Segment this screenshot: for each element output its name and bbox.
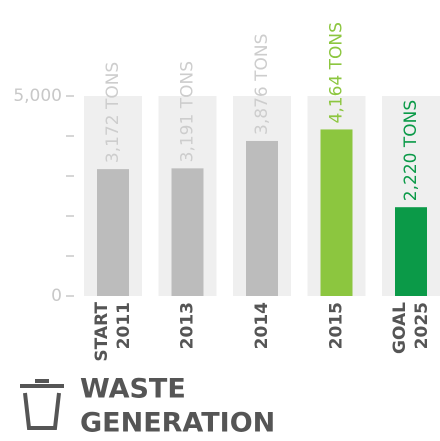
x-tick-label: 2013	[178, 302, 198, 349]
y-tick-label: 0	[51, 286, 62, 306]
value-label: 3,191 TONS	[178, 61, 198, 162]
bar	[246, 140, 278, 296]
trash-icon	[20, 379, 64, 430]
x-tick-label: 2011	[114, 302, 134, 349]
value-label: 3,172 TONS	[103, 62, 123, 163]
x-tick-label: START	[92, 302, 112, 362]
y-tick-label: 5,000	[13, 86, 62, 106]
bar	[171, 168, 204, 296]
x-tick-label: GOAL	[390, 302, 410, 354]
value-label: 4,164 TONS	[327, 22, 347, 123]
x-tick-label: 2015	[327, 302, 347, 349]
value-label: 2,220 TONS	[401, 100, 421, 201]
x-tick-label: 2025	[412, 302, 432, 349]
x-tick-label: 2014	[252, 302, 272, 349]
chart-title: WASTE	[80, 374, 186, 405]
bar	[97, 169, 129, 296]
bar	[395, 207, 427, 296]
chart-title: GENERATION	[80, 408, 275, 439]
bar	[320, 129, 353, 296]
value-label: 3,876 TONS	[252, 34, 272, 135]
